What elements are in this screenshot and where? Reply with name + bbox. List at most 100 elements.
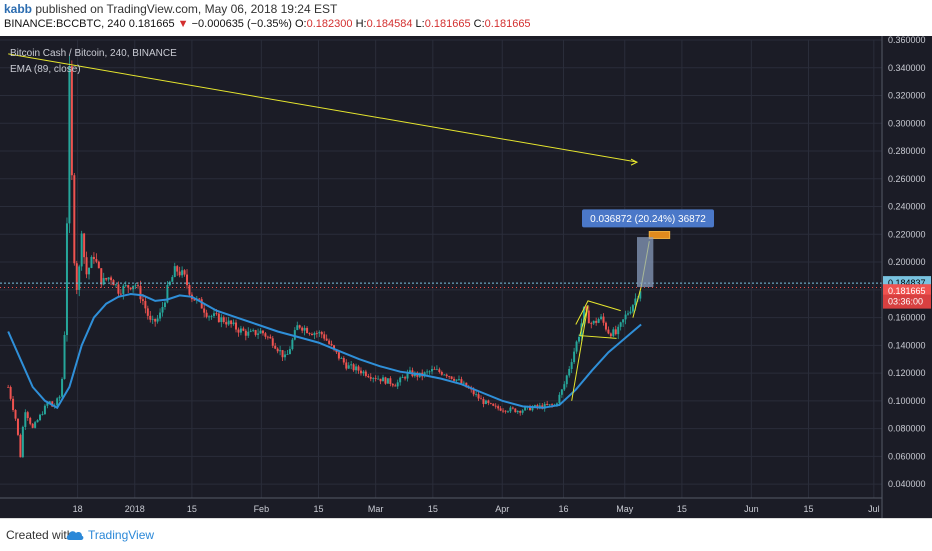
candle-body <box>134 285 137 287</box>
x-tick-label: 15 <box>677 504 687 514</box>
candle-body <box>614 329 617 335</box>
candle-body <box>65 223 68 336</box>
candle-body <box>308 333 311 334</box>
x-tick-label: Apr <box>495 504 509 514</box>
candle-body <box>269 336 272 339</box>
candle-body <box>627 313 630 315</box>
candle-body <box>401 377 404 379</box>
countdown-tag-bg <box>883 294 931 309</box>
symbol-label: BINANCE:BCCBTC, 240 <box>4 18 126 30</box>
countdown-tag: 03:36:00 <box>888 297 923 307</box>
ohlc-info: BINANCE:BCCBTC, 240 0.181665 ▼ −0.000635… <box>4 18 531 30</box>
candle-body <box>426 371 429 373</box>
candle-body <box>489 403 492 404</box>
time-axis[interactable]: 18 2018 15 Feb 15 Mar 15 Apr 16 May 15 Jun 15 Jul <box>0 497 882 514</box>
target-box <box>648 231 671 239</box>
candle-body <box>271 338 274 346</box>
candle-body <box>26 412 29 418</box>
y-tick-label: 0.040000 <box>888 479 926 489</box>
candle-body <box>352 364 355 371</box>
candle-body <box>43 405 46 415</box>
candle-body <box>548 404 551 406</box>
candle-body <box>73 175 76 264</box>
candle-body <box>607 329 610 334</box>
candle-body <box>173 266 176 278</box>
candle-body <box>350 364 353 366</box>
candle-body <box>524 407 527 411</box>
x-tick-label: 15 <box>313 504 323 514</box>
y-tick-label: 0.080000 <box>888 424 926 434</box>
candle-body <box>443 374 446 376</box>
candle-body <box>39 414 42 421</box>
high-value: 0.184584 <box>366 18 413 30</box>
candle-body <box>399 377 402 383</box>
candle-body <box>622 319 625 323</box>
pennant-lower-line <box>571 304 617 401</box>
candle-body <box>58 396 61 399</box>
candle-body <box>230 320 233 325</box>
tradingview-cloud-icon[interactable] <box>66 529 84 541</box>
candle-body <box>247 331 250 336</box>
high-label: H: <box>355 18 367 30</box>
y-tick-label: 0.060000 <box>888 451 926 461</box>
candle-body <box>137 285 140 287</box>
candle-body <box>310 333 313 336</box>
candle-body <box>406 372 409 379</box>
candle-body <box>639 291 642 299</box>
ema-line <box>7 292 642 410</box>
candle-body <box>193 299 196 301</box>
measure-label: 0.036872 (20.24%) 36872 <box>590 214 706 225</box>
candle-body <box>78 266 81 290</box>
candle-body <box>435 369 438 371</box>
candle-body <box>617 326 620 335</box>
candle-body <box>372 378 375 379</box>
candle-body <box>171 277 174 282</box>
candle-body <box>306 327 309 334</box>
pennant-upper-line <box>575 300 621 325</box>
candle-body <box>499 408 502 411</box>
candle-body <box>487 400 490 404</box>
y-tick-label: 0.220000 <box>888 229 926 239</box>
y-tick-label: 0.260000 <box>888 174 926 184</box>
candle-body <box>560 389 563 395</box>
candle-body <box>519 410 522 413</box>
candle-body <box>88 267 91 275</box>
candle-body <box>293 330 296 340</box>
candle-body <box>151 318 154 320</box>
candle-body <box>166 284 169 303</box>
candle-body <box>629 311 632 314</box>
x-tick-label: 15 <box>428 504 438 514</box>
candle-body <box>114 284 117 286</box>
candle-body <box>301 327 304 331</box>
candle-body <box>146 308 149 316</box>
candle-body <box>291 339 294 350</box>
candle-body <box>460 379 463 384</box>
candle-body <box>254 330 257 335</box>
candle-body <box>440 372 443 375</box>
open-label: O: <box>295 18 307 30</box>
candle-body <box>100 268 103 285</box>
chart-area[interactable]: 0.036872 (20.24%) 36872 0.360000 0.340000… <box>0 36 932 518</box>
candle-body <box>92 256 95 260</box>
x-tick-label: 16 <box>558 504 568 514</box>
candle-body <box>433 368 436 370</box>
candle-body <box>590 323 593 325</box>
candle-body <box>16 418 19 435</box>
candle-body <box>9 387 12 399</box>
candle-body <box>333 345 336 350</box>
change-arrow-icon: ▼ <box>177 18 189 30</box>
author-name[interactable]: kabb <box>4 2 33 16</box>
low-value: 0.181665 <box>424 18 471 30</box>
x-tick-label: Jun <box>744 504 759 514</box>
tradingview-brand[interactable]: TradingView <box>88 528 155 542</box>
candle-body <box>455 379 458 381</box>
candle-body <box>161 306 164 313</box>
candle-body <box>450 376 453 379</box>
candle-body <box>428 371 431 373</box>
price-axis[interactable]: 0.360000 0.340000 0.320000 0.300000 0.280000… <box>881 36 931 518</box>
price-chart[interactable]: 0.036872 (20.24%) 36872 0.360000 0.340000… <box>0 36 932 518</box>
candle-body <box>274 345 277 349</box>
candle-body <box>188 285 191 295</box>
candle-body <box>504 410 507 412</box>
candle-body <box>220 317 223 323</box>
